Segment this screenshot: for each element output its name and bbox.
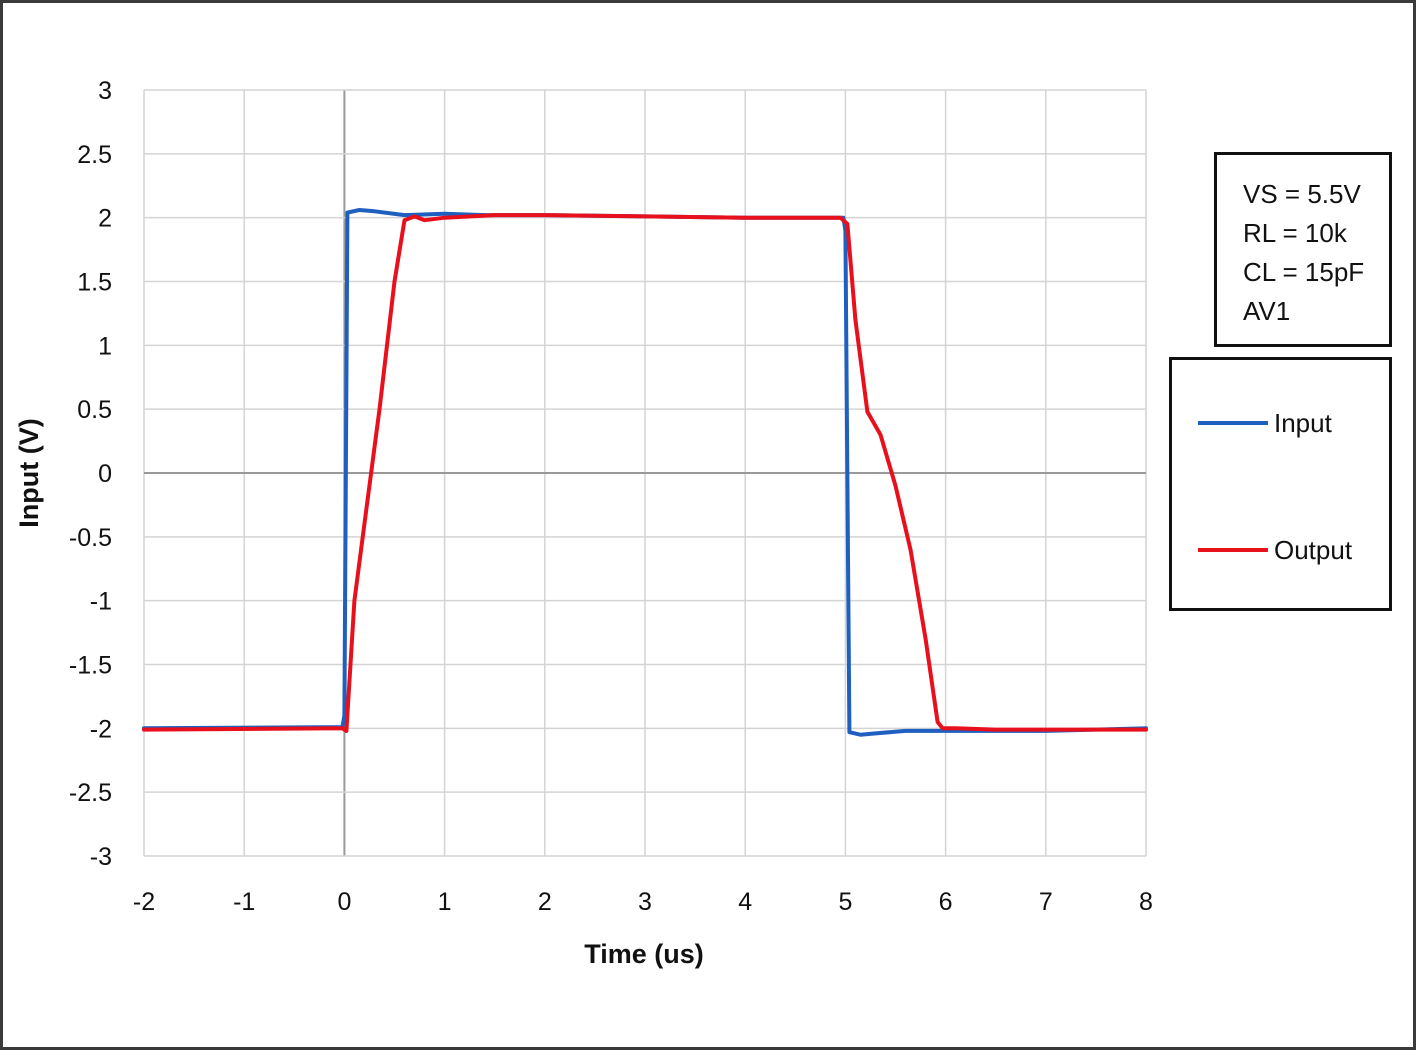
y-tick-labels: 3 2.5 2 1.5 1 0.5 0 -0.5 -1 -1.5 -2 -2.5 -3 [69,77,112,871]
legend-swatch-output [1198,548,1268,552]
legend: Input Output [1169,357,1392,611]
condition-cl: CL = 15pF [1243,257,1365,287]
legend-label-input: Input [1274,407,1332,438]
x-tick-label: 1 [438,888,452,916]
x-tick-label: 2 [538,888,552,916]
y-tick-label: 0 [98,460,112,488]
x-tick-label: 4 [738,888,752,916]
x-tick-label: 8 [1139,888,1153,916]
y-axis-title: Input (V) [14,418,44,527]
y-tick-label: 2.5 [77,141,112,169]
y-tick-label: -1 [90,588,112,616]
x-tick-label: -2 [133,888,155,916]
x-axis-title: Time (us) [584,939,704,969]
series-line-output [142,213,1148,733]
grid-lines [143,89,1147,857]
legend-label-output: Output [1274,534,1353,565]
legend-entry-input: Input [1198,408,1332,438]
y-tick-label: -3 [90,843,112,871]
x-tick-label: 7 [1039,888,1053,916]
condition-vs: VS = 5.5V [1243,179,1361,209]
condition-av: AV1 [1243,296,1291,326]
condition-rl: RL = 10k [1243,218,1347,248]
x-tick-label: 5 [838,888,852,916]
x-tick-label: 6 [939,888,953,916]
y-tick-label: 0.5 [77,396,112,424]
x-tick-label: 0 [337,888,351,916]
test-conditions-box: VS = 5.5V RL = 10k CL = 15pF AV1 [1214,152,1392,347]
x-tick-labels: -2 -1 0 1 2 3 4 5 6 7 8 [133,888,1153,916]
y-tick-label: 1 [98,332,112,360]
series-lines [142,208,1148,737]
legend-swatch-input [1198,421,1268,425]
y-tick-label: -0.5 [69,524,112,552]
legend-entry-output: Output [1198,535,1352,565]
y-tick-label: -2 [90,715,112,743]
y-tick-label: -1.5 [69,652,112,680]
x-tick-label: -1 [233,888,255,916]
y-tick-label: -2.5 [69,779,112,807]
y-tick-label: 2 [98,205,112,233]
x-tick-label: 3 [638,888,652,916]
y-tick-label: 3 [98,77,112,105]
y-tick-label: 1.5 [77,269,112,297]
